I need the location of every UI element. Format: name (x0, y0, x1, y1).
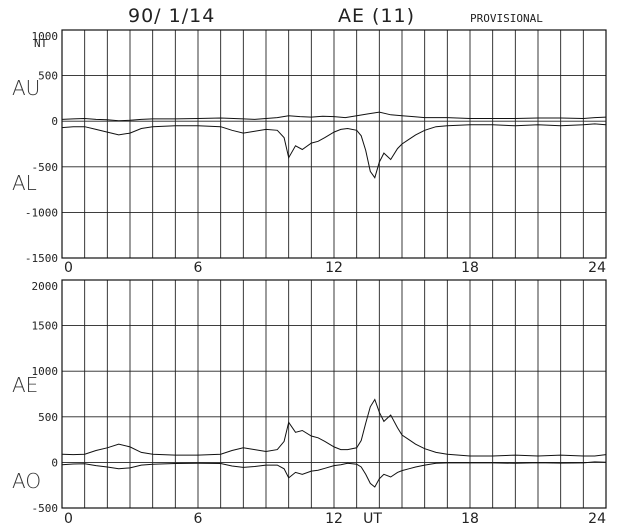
unit-label: NT (34, 37, 48, 50)
x-tick-label: 12 (325, 511, 343, 527)
series-line-ae (61, 398, 607, 457)
status-label: PROVISIONAL (470, 12, 543, 25)
series-line-ao (61, 461, 607, 488)
y-tick-label: -1500 (25, 252, 58, 265)
series-label-ao: AO (12, 469, 41, 493)
y-tick-label: 0 (51, 115, 58, 128)
y-tick-label: -500 (32, 502, 59, 515)
x-tick-label: 6 (194, 260, 203, 276)
plot-frame (61, 279, 607, 509)
series-label-au: AU (12, 76, 40, 100)
x-tick-label: 0 (64, 511, 73, 527)
y-tick-label: -500 (32, 161, 59, 174)
y-tick-label: 1000 (32, 30, 59, 43)
x-tick-label: 12 (325, 260, 343, 276)
x-tick-label: UT (363, 511, 382, 527)
series-label-al: AL (12, 171, 37, 195)
x-tick-label: 24 (588, 260, 606, 276)
y-tick-label: 2000 (32, 280, 59, 293)
x-tick-label: 24 (588, 511, 606, 527)
x-tick-label: 18 (461, 511, 479, 527)
series-label-ae: AE (12, 373, 38, 397)
y-tick-label: 1000 (32, 365, 59, 378)
panel-1: 1000 500 0 -500 -1000 -1500 0 6 12 18 24 (25, 29, 607, 276)
date-label: 90/ 1/14 (128, 5, 215, 27)
index-label: AE (11) (338, 5, 415, 27)
series-line-al (61, 123, 607, 179)
y-tick-label: 1500 (32, 320, 59, 333)
y-tick-label: -1000 (25, 206, 58, 219)
y-tick-label: 500 (38, 411, 58, 424)
y-tick-label: 500 (38, 70, 58, 83)
x-tick-label: 6 (194, 511, 203, 527)
x-tick-label: 18 (461, 260, 479, 276)
y-tick-label: 0 (51, 456, 58, 469)
series-line-au (61, 111, 607, 122)
panel-2: 2000 1500 1000 500 0 -500 0 6 12 UT 18 24 (32, 279, 607, 527)
x-tick-label: 0 (64, 260, 73, 276)
chart-panels: 1000 500 0 -500 -1000 -1500 0 6 12 18 24 2000 1500 10… (25, 29, 607, 527)
plot-frame (61, 29, 607, 259)
